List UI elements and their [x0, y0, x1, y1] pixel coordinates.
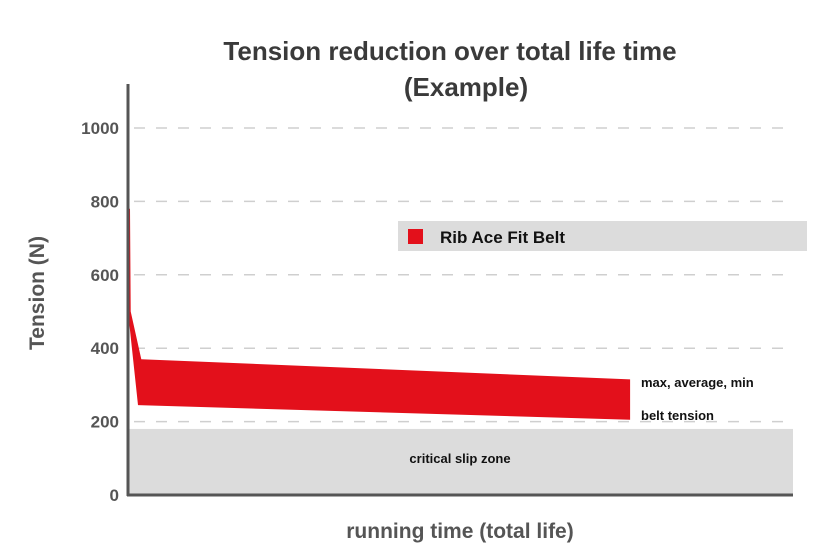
annotation-belt-tension: belt tension	[641, 408, 714, 423]
chart-title-line-1: Tension reduction over total life time	[223, 36, 676, 66]
y-tick-label-800: 800	[91, 192, 119, 211]
y-tick-label-200: 200	[91, 413, 119, 432]
critical-slip-zone	[128, 428, 793, 495]
axes	[126, 84, 793, 497]
annotation-max-average-min: max, average, min	[641, 375, 754, 390]
y-tick-label-400: 400	[91, 339, 119, 358]
y-axis-label: Tension (N)	[26, 236, 49, 350]
y-tick-label-600: 600	[91, 266, 119, 285]
legend-label: Rib Ace Fit Belt	[440, 228, 565, 247]
chart-title-line-2: (Example)	[404, 72, 528, 102]
legend-band	[398, 221, 807, 251]
y-tick-label-1000: 1000	[81, 119, 119, 138]
critical-slip-zone-label: critical slip zone	[409, 451, 510, 466]
legend: Rib Ace Fit Belt	[398, 221, 807, 251]
x-axis-label: running time (total life)	[346, 520, 573, 543]
y-tick-label-0: 0	[110, 486, 119, 505]
critical-slip-zone-band	[128, 428, 793, 495]
y-tick-labels: 0 200 400 600 800 1000	[81, 119, 119, 505]
series-band-rib-ace-fit-belt	[128, 208, 631, 420]
series-area	[128, 208, 631, 420]
legend-swatch	[408, 229, 423, 244]
